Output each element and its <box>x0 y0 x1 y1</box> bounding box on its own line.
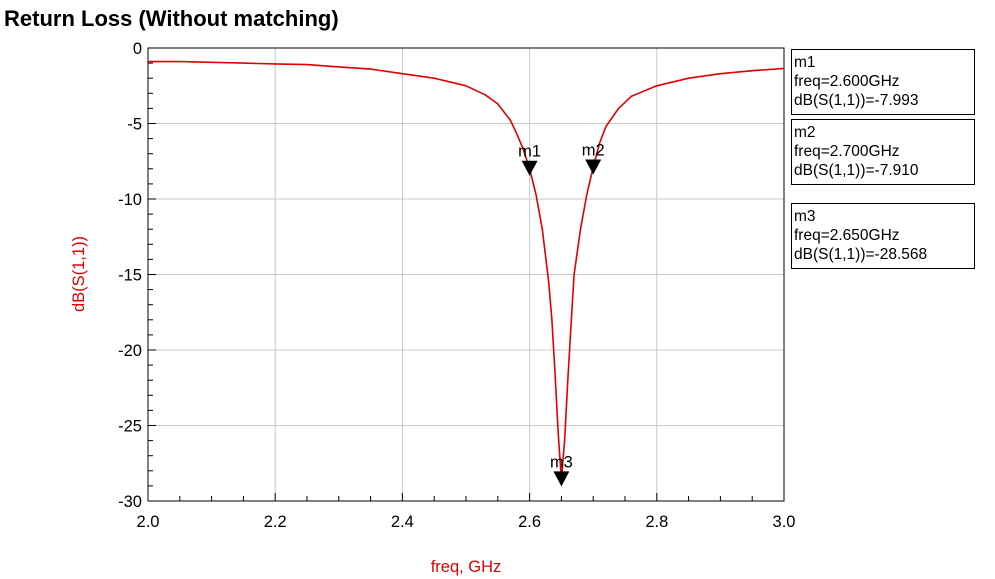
marker-name: m2 <box>794 124 816 141</box>
marker-m3-readout[interactable]: m3 freq=2.650GHz dB(S(1,1))=-28.568 <box>791 203 975 269</box>
y-tick-label: -25 <box>118 418 142 436</box>
marker-m2-triangle[interactable] <box>585 159 602 175</box>
marker-m3-label: m3 <box>550 453 573 471</box>
marker-freq: freq=2.700GHz <box>794 143 900 160</box>
marker-value: dB(S(1,1))=-7.910 <box>794 162 919 179</box>
marker-freq: freq=2.650GHz <box>794 227 900 244</box>
marker-m1-triangle[interactable] <box>521 160 538 176</box>
y-axis-label: dB(S(1,1)) <box>70 236 88 312</box>
marker-m3-triangle[interactable] <box>553 471 570 487</box>
marker-name: m1 <box>794 54 816 71</box>
y-tick-label: -20 <box>118 342 142 360</box>
x-tick-label: 3.0 <box>773 513 796 531</box>
x-tick-label: 2.2 <box>264 513 287 531</box>
marker-value: dB(S(1,1))=-28.568 <box>794 246 928 263</box>
x-axis-label: freq, GHz <box>431 558 502 576</box>
marker-m1-label: m1 <box>518 143 541 161</box>
marker-freq: freq=2.600GHz <box>794 73 900 90</box>
x-tick-label: 2.0 <box>137 513 160 531</box>
marker-value: dB(S(1,1))=-7.993 <box>794 92 919 109</box>
x-tick-label: 2.6 <box>518 513 541 531</box>
return-loss-line <box>148 60 785 481</box>
marker-m1-readout[interactable]: m1 freq=2.600GHz dB(S(1,1))=-7.993 <box>791 49 975 115</box>
y-tick-label: 0 <box>133 40 142 58</box>
marker-m2-readout[interactable]: m2 freq=2.700GHz dB(S(1,1))=-7.910 <box>791 119 975 185</box>
marker-m2-label: m2 <box>582 141 605 159</box>
y-tick-label: -5 <box>127 116 142 134</box>
x-tick-label: 2.4 <box>391 513 414 531</box>
y-tick-label: -15 <box>118 267 142 285</box>
y-tick-label: -10 <box>118 191 142 209</box>
y-tick-label: -30 <box>118 493 142 511</box>
x-tick-label: 2.8 <box>645 513 668 531</box>
chart-title: Return Loss (Without matching) <box>4 6 339 31</box>
marker-name: m3 <box>794 208 816 225</box>
